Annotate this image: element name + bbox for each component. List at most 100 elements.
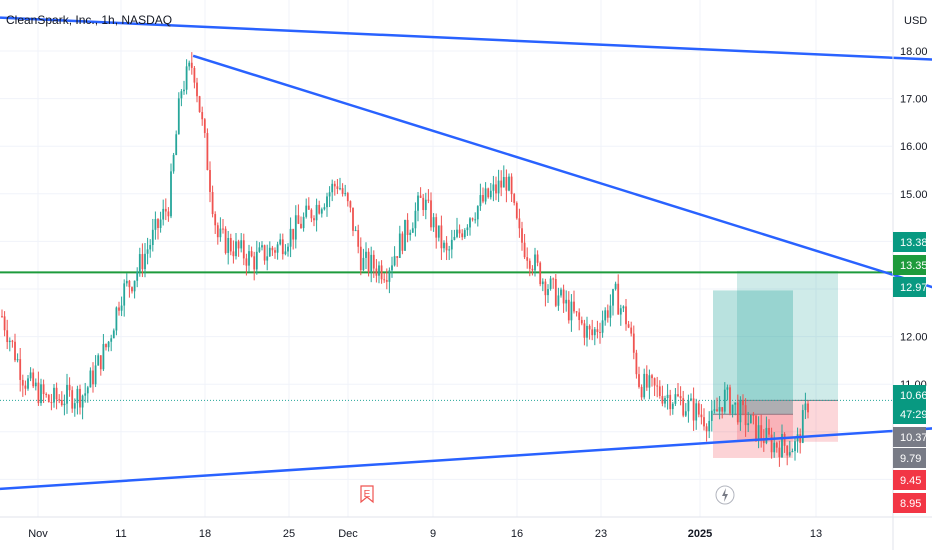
candle-body: [573, 301, 575, 312]
candle-body: [123, 283, 126, 306]
price-badge-current: [893, 385, 926, 405]
candle-body: [723, 389, 726, 412]
candle-body: [495, 184, 497, 194]
price-badge-support: [893, 255, 926, 275]
candle-body: [227, 237, 230, 253]
candle-body: [487, 188, 490, 198]
candle-body: [708, 420, 711, 432]
candle-body: [188, 62, 191, 67]
trendlines[interactable]: [0, 16, 932, 491]
candle-body: [445, 242, 448, 251]
candle-body: [287, 246, 289, 252]
candle-body: [71, 390, 74, 409]
candle-body: [651, 375, 653, 379]
candle-body: [380, 265, 383, 280]
candle-body: [84, 393, 87, 396]
candle-body: [627, 324, 630, 328]
candle-body: [50, 402, 53, 404]
candle-body: [266, 256, 269, 261]
x-tick-label: 9: [430, 528, 436, 540]
candle-body: [214, 214, 217, 226]
candle-body: [406, 219, 409, 235]
candle-body: [359, 246, 362, 271]
event-markers[interactable]: E: [360, 485, 735, 505]
candle-body: [666, 394, 669, 399]
candle-body: [539, 262, 542, 285]
time-axis[interactable]: Nov 11 18 25 Dec 9 16 23 2025 13: [0, 516, 932, 540]
candle-body: [419, 195, 422, 198]
trendline-ascending-support[interactable]: [0, 427, 932, 491]
candle-body: [235, 241, 237, 257]
candle-body: [474, 219, 477, 221]
y-tick-label: 15.00: [900, 189, 928, 201]
candle-body: [300, 223, 302, 229]
candle-body: [170, 171, 172, 217]
candles: [1, 52, 809, 467]
candle-body: [118, 307, 120, 311]
candle-body: [141, 254, 144, 270]
y-tick-label: 17.00: [900, 94, 928, 106]
currency-label[interactable]: USD: [904, 15, 928, 27]
candle-body: [307, 205, 310, 210]
candle-body: [297, 215, 300, 224]
candle-body: [258, 247, 261, 252]
candle-body: [393, 256, 396, 266]
candle-body: [328, 192, 331, 197]
candle-body: [697, 403, 700, 415]
candle-body: [619, 308, 622, 315]
candle-body: [562, 289, 565, 304]
x-tick-label: 18: [199, 528, 211, 540]
candle-body: [63, 403, 66, 406]
dividend-lightning-icon[interactable]: [715, 485, 735, 505]
candle-body: [164, 208, 167, 212]
candle-body: [245, 258, 248, 266]
candle-body: [34, 382, 37, 387]
candle-body: [783, 434, 786, 446]
candle-body: [612, 289, 614, 306]
candle-body: [237, 241, 240, 249]
trendline-upper-resistance[interactable]: [0, 16, 932, 61]
candle-body: [731, 404, 734, 414]
candle-body: [721, 407, 724, 412]
candle-body: [544, 281, 547, 296]
trendline-descending-resistance[interactable]: [192, 54, 932, 294]
candle-body: [323, 207, 326, 210]
candle-body: [422, 197, 425, 211]
candle-body: [625, 306, 627, 325]
price-badge-text: 9.45: [900, 475, 921, 487]
candle-body: [549, 278, 552, 289]
candle-body: [19, 359, 22, 380]
candle-body: [206, 133, 209, 171]
candle-body: [635, 352, 638, 375]
candle-body: [274, 250, 276, 253]
candle-body: [224, 228, 227, 253]
candle-body: [497, 180, 500, 194]
candle-body: [362, 257, 365, 271]
candle-body: [42, 384, 45, 395]
candle-body: [6, 330, 9, 343]
candle-body: [398, 233, 401, 258]
candle-body: [456, 229, 458, 237]
candle-body: [471, 218, 474, 220]
candle-body: [320, 209, 323, 214]
candle-body: [24, 385, 27, 389]
candle-body: [664, 398, 666, 404]
position-zones: [713, 270, 838, 458]
candle-body: [523, 242, 526, 258]
candle-body: [409, 232, 412, 235]
candle-body: [344, 193, 347, 195]
earnings-marker[interactable]: E: [360, 485, 374, 504]
candle-body: [125, 280, 128, 284]
candle-body: [45, 394, 48, 396]
candle-body: [617, 283, 620, 315]
price-badge-target-2: [893, 277, 926, 297]
candle-body: [518, 218, 521, 229]
candle-body: [757, 425, 760, 440]
candle-body: [739, 400, 742, 423]
candle-body: [131, 287, 133, 292]
candle-body: [700, 414, 703, 418]
candle-body: [674, 394, 677, 404]
candle-body: [500, 180, 503, 188]
